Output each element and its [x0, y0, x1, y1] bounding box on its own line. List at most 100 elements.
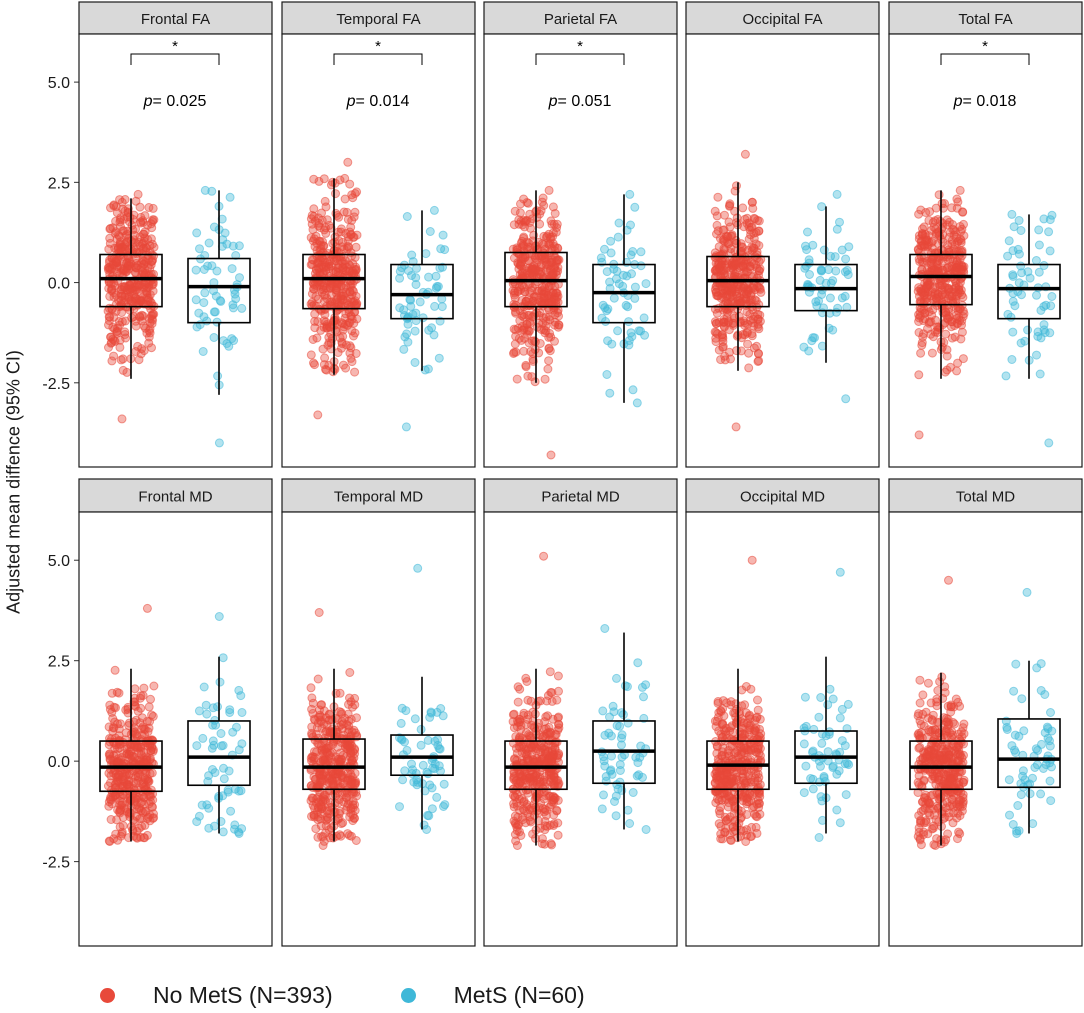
data-point-no-mets	[943, 701, 953, 711]
data-point-no-mets	[553, 263, 563, 273]
data-point-mets	[403, 313, 413, 323]
data-point-mets	[234, 241, 244, 251]
data-point-no-mets	[755, 284, 765, 294]
data-point-no-mets	[342, 793, 352, 803]
data-point-no-mets	[104, 303, 114, 313]
significance-bracket	[333, 53, 423, 65]
facet-panel: Total MD	[888, 478, 1083, 947]
significance-star: *	[375, 38, 381, 55]
data-point-no-mets	[124, 244, 134, 254]
data-point-no-mets	[736, 281, 746, 291]
data-point-no-mets	[755, 714, 765, 724]
boxplot-no-mets	[99, 198, 163, 379]
data-point-mets	[806, 774, 816, 783]
data-point-mets	[604, 728, 614, 738]
data-point-mets	[817, 738, 827, 748]
data-point-mets	[814, 833, 824, 842]
data-point-no-mets	[146, 219, 156, 229]
y-tick-label: 5.0	[48, 75, 70, 92]
data-point-no-mets	[929, 810, 939, 820]
data-point-no-mets	[540, 374, 550, 384]
data-point-mets	[438, 230, 448, 240]
data-point-no-mets	[133, 755, 143, 765]
data-point-mets	[1034, 225, 1044, 235]
data-point-mets	[632, 398, 642, 408]
data-point-no-mets	[744, 725, 754, 735]
data-point-no-mets	[543, 364, 553, 374]
data-point-no-mets	[712, 211, 722, 221]
data-point-mets	[804, 255, 814, 265]
data-point-no-mets	[712, 794, 722, 804]
data-point-mets	[402, 212, 412, 221]
data-point-no-mets	[344, 831, 354, 840]
data-point-mets	[817, 202, 827, 212]
data-point-no-mets	[125, 285, 135, 295]
data-point-mets	[602, 370, 612, 379]
data-point-no-mets	[713, 712, 723, 722]
data-point-no-mets	[117, 414, 127, 424]
data-point-no-mets	[139, 346, 149, 356]
data-point-no-mets	[955, 701, 965, 711]
data-point-no-mets	[947, 782, 957, 792]
data-point-no-mets	[521, 728, 531, 738]
data-point-mets	[421, 249, 431, 259]
data-point-mets	[403, 337, 413, 347]
data-point-no-mets	[306, 214, 316, 224]
facet-strip	[281, 1, 476, 35]
p-number: = 0.051	[558, 93, 612, 110]
data-point-no-mets	[350, 745, 360, 755]
data-point-no-mets	[742, 797, 752, 807]
data-point-mets	[402, 329, 412, 339]
data-point-no-mets	[130, 742, 140, 752]
data-point-no-mets	[539, 551, 549, 561]
facet-title: Parietal FA	[544, 11, 617, 28]
data-point-no-mets	[712, 329, 722, 339]
data-point-no-mets	[125, 280, 135, 290]
data-point-no-mets	[530, 377, 540, 387]
significance-bracket	[535, 53, 625, 65]
data-point-no-mets	[131, 263, 141, 273]
data-point-mets	[437, 302, 447, 312]
data-point-mets	[213, 702, 222, 712]
data-point-no-mets	[545, 346, 555, 356]
data-point-no-mets	[548, 288, 558, 298]
data-point-mets	[605, 388, 615, 398]
data-point-no-mets	[918, 690, 928, 700]
significance-star: *	[172, 38, 178, 55]
data-point-no-mets	[714, 242, 724, 252]
data-point-no-mets	[148, 310, 157, 320]
data-point-no-mets	[549, 305, 559, 314]
data-point-mets	[1036, 686, 1046, 695]
significance-bracket	[130, 53, 220, 65]
data-point-mets	[841, 790, 851, 800]
data-point-no-mets	[517, 311, 527, 321]
data-point-no-mets	[133, 341, 143, 351]
data-point-no-mets	[135, 311, 145, 321]
data-point-mets	[626, 328, 636, 338]
data-point-mets	[1033, 331, 1043, 341]
data-point-no-mets	[947, 235, 957, 245]
data-point-mets	[415, 297, 425, 307]
data-point-mets	[1044, 438, 1054, 448]
data-point-mets	[395, 802, 404, 812]
data-point-no-mets	[318, 754, 328, 764]
box-iqr	[302, 253, 366, 310]
significance-star: *	[577, 38, 583, 55]
data-point-no-mets	[716, 293, 726, 303]
data-point-no-mets	[139, 782, 149, 792]
p-number: = 0.025	[153, 93, 207, 110]
data-point-no-mets	[343, 157, 353, 167]
data-point-mets	[219, 774, 229, 784]
data-point-no-mets	[944, 719, 954, 729]
y-tick-label: -2.5	[42, 376, 70, 393]
points-no-mets	[508, 185, 564, 460]
data-point-no-mets	[148, 813, 158, 823]
data-point-mets	[832, 805, 842, 815]
data-point-mets	[612, 673, 621, 683]
data-point-mets	[841, 394, 851, 404]
data-point-mets	[433, 282, 443, 291]
data-point-mets	[1019, 726, 1029, 736]
p-number: = 0.018	[963, 93, 1017, 110]
data-point-no-mets	[713, 226, 723, 236]
facet-panel: Total FA*p= 0.018	[888, 1, 1083, 468]
